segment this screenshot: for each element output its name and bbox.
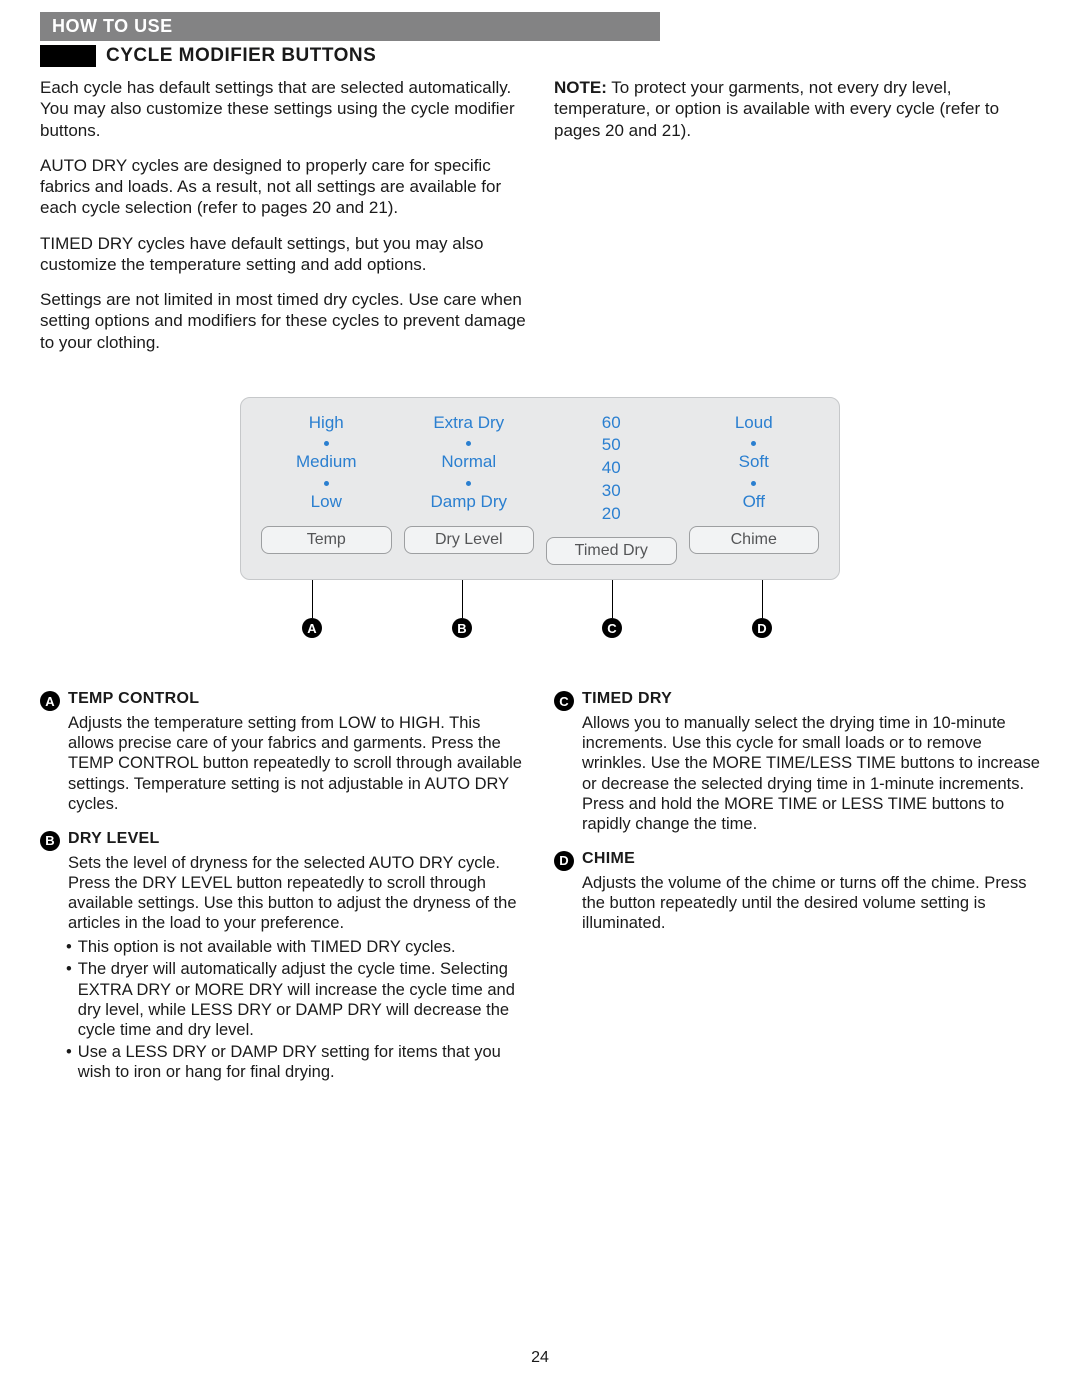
description-a: A TEMP CONTROL Adjusts the temperature set… — [40, 690, 526, 814]
callout-line — [612, 580, 613, 618]
indicator-dot — [751, 441, 756, 446]
chime-button: Chime — [689, 526, 820, 554]
panel-option: Medium — [296, 453, 356, 472]
bullet-text: The dryer will automatically adjust the … — [78, 959, 526, 1040]
intro-p4: Settings are not limited in most timed d… — [40, 289, 526, 353]
intro-p3: TIMED DRY cycles have default settings, … — [40, 233, 526, 276]
bullet-item: Use a LESS DRY or DAMP DRY setting for i… — [68, 1042, 526, 1082]
callout-lines: A B C D — [240, 580, 840, 650]
intro-right-column: NOTE: To protect your garments, not ever… — [554, 77, 1040, 367]
panel-option: 50 — [602, 436, 621, 455]
panel-column-temp: High Medium Low Temp — [261, 414, 392, 565]
description-header: C TIMED DRY — [554, 690, 1040, 711]
description-header: B DRY LEVEL — [40, 830, 526, 851]
temp-button: Temp — [261, 526, 392, 554]
note-text: To protect your garments, not every dry … — [554, 78, 999, 140]
letter-circle-a: A — [40, 691, 60, 711]
intro-left-column: Each cycle has default settings that are… — [40, 77, 526, 367]
section-marker — [40, 45, 96, 67]
bullet-text: Use a LESS DRY or DAMP DRY setting for i… — [78, 1042, 526, 1082]
indicator-dot — [466, 441, 471, 446]
panel-option: Soft — [739, 453, 769, 472]
section-title-row: CYCLE MODIFIER BUTTONS — [40, 45, 1040, 67]
description-c: C TIMED DRY Allows you to manually select … — [554, 690, 1040, 834]
description-header: A TEMP CONTROL — [40, 690, 526, 711]
callout-letter-d: D — [752, 618, 772, 638]
panel-option: High — [309, 414, 344, 433]
indicator-dot — [324, 481, 329, 486]
description-bullets: This option is not available with TIMED … — [68, 937, 526, 1082]
bullet-text: This option is not available with TIMED … — [78, 937, 456, 957]
panel-option: Loud — [735, 414, 773, 433]
intro-columns: Each cycle has default settings that are… — [40, 77, 1040, 367]
page-header: HOW TO USE — [40, 12, 660, 41]
description-body: Sets the level of dryness for the select… — [68, 853, 526, 934]
indicator-dot — [466, 481, 471, 486]
control-panel-diagram: High Medium Low Temp Extra Dry Normal Damp Dry… — [240, 397, 840, 650]
description-title: DRY LEVEL — [68, 830, 160, 848]
callout-line — [312, 580, 313, 618]
panel-column-dry-level: Extra Dry Normal Damp Dry Dry Level — [404, 414, 535, 565]
description-d: D CHIME Adjusts the volume of the chime or… — [554, 850, 1040, 933]
panel-option: 40 — [602, 459, 621, 478]
timed-dry-button: Timed Dry — [546, 537, 677, 565]
description-title: TEMP CONTROL — [68, 690, 199, 708]
indicator-dot — [324, 441, 329, 446]
callout-line — [762, 580, 763, 618]
control-panel: High Medium Low Temp Extra Dry Normal Damp Dry… — [240, 397, 840, 580]
callout-letter-a: A — [302, 618, 322, 638]
description-body: Adjusts the volume of the chime or turns… — [582, 873, 1040, 933]
panel-column-timed-dry: 60 50 40 30 20 Timed Dry — [546, 414, 677, 565]
bullet-item: This option is not available with TIMED … — [68, 937, 526, 957]
description-title: CHIME — [582, 850, 635, 868]
page-number: 24 — [0, 1349, 1080, 1367]
desc-left-column: A TEMP CONTROL Adjusts the temperature set… — [40, 690, 526, 1098]
panel-option: Damp Dry — [430, 493, 507, 512]
description-b: B DRY LEVEL Sets the level of dryness for … — [40, 830, 526, 1082]
description-body: Adjusts the temperature setting from LOW… — [68, 713, 526, 814]
callout-letter-c: C — [602, 618, 622, 638]
intro-p2: AUTO DRY cycles are designed to properly… — [40, 155, 526, 219]
panel-option: 30 — [602, 482, 621, 501]
desc-right-column: C TIMED DRY Allows you to manually select … — [554, 690, 1040, 1098]
letter-circle-b: B — [40, 831, 60, 851]
description-body: Allows you to manually select the drying… — [582, 713, 1040, 834]
panel-option: Extra Dry — [433, 414, 504, 433]
description-columns: A TEMP CONTROL Adjusts the temperature set… — [40, 690, 1040, 1098]
letter-circle-c: C — [554, 691, 574, 711]
callout-letter-b: B — [452, 618, 472, 638]
indicator-dot — [751, 481, 756, 486]
panel-column-chime: Loud Soft Off Chime — [689, 414, 820, 565]
intro-note: NOTE: To protect your garments, not ever… — [554, 77, 1040, 141]
section-title: CYCLE MODIFIER BUTTONS — [106, 45, 376, 67]
dry-level-button: Dry Level — [404, 526, 535, 554]
panel-option: 60 — [602, 414, 621, 433]
description-title: TIMED DRY — [582, 690, 672, 708]
note-label: NOTE: — [554, 78, 607, 97]
description-header: D CHIME — [554, 850, 1040, 871]
callout-line — [462, 580, 463, 618]
panel-option: Low — [311, 493, 342, 512]
bullet-item: The dryer will automatically adjust the … — [68, 959, 526, 1040]
panel-option: Normal — [441, 453, 496, 472]
panel-option: Off — [743, 493, 765, 512]
intro-p1: Each cycle has default settings that are… — [40, 77, 526, 141]
letter-circle-d: D — [554, 851, 574, 871]
panel-option: 20 — [602, 505, 621, 524]
